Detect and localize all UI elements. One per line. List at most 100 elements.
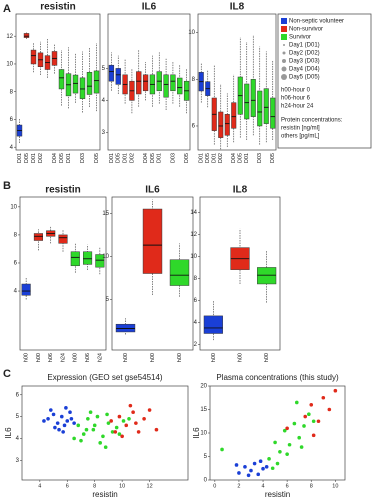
x-tick-label: D01: [212, 153, 218, 163]
legend-swatch: [281, 18, 287, 24]
y-tick-label: 4: [16, 436, 20, 442]
x-tick-label: 2: [237, 483, 240, 489]
legend-label: h06-hour 6: [281, 96, 311, 102]
y-tick-label: 4: [14, 289, 18, 295]
legend-swatch: [281, 34, 287, 40]
point: [64, 406, 68, 410]
point: [258, 459, 263, 464]
point: [287, 442, 292, 447]
point: [91, 427, 96, 432]
x-tick-label: h00: [24, 353, 30, 362]
legend-size-marker: [281, 66, 287, 72]
point: [101, 434, 105, 439]
legend-swatch: [281, 26, 287, 32]
point: [109, 419, 113, 423]
y-axis-label: IL6: [4, 427, 13, 439]
box: [231, 102, 237, 129]
box: [218, 111, 224, 138]
point: [285, 452, 289, 456]
point: [134, 421, 138, 425]
y-tick-label: 2: [194, 342, 198, 348]
legend-size-marker: [282, 59, 286, 63]
point: [234, 463, 239, 467]
y-tick-label: 0: [204, 478, 208, 484]
x-tick-label: 10: [332, 483, 338, 489]
point: [95, 414, 100, 419]
plot-frame: [199, 196, 281, 351]
box: [108, 64, 115, 82]
point: [307, 412, 311, 417]
point: [103, 445, 108, 450]
x-tick-label: D01: [17, 153, 23, 163]
box: [115, 68, 121, 85]
point: [92, 423, 97, 428]
legend-size-marker: [282, 51, 286, 55]
plot-frame: [15, 13, 101, 151]
point: [256, 472, 261, 477]
x-tick-label: h00: [150, 353, 156, 362]
x-tick-label: D01: [157, 153, 163, 163]
box: [136, 71, 142, 95]
point: [299, 445, 304, 449]
legend-label: Non-septic volunteer: [289, 19, 344, 25]
point: [65, 419, 70, 423]
point: [117, 414, 122, 419]
x-tick-label: 8: [310, 483, 313, 489]
point: [51, 412, 56, 417]
box: [263, 88, 269, 124]
y-tick-label: 10: [6, 62, 13, 68]
box: [33, 233, 43, 241]
y-tick-label: 3: [16, 458, 20, 464]
point: [273, 440, 277, 445]
box: [244, 83, 250, 120]
point: [333, 388, 338, 393]
x-tick-label: D03: [170, 153, 176, 163]
point: [106, 421, 111, 425]
box: [86, 72, 93, 95]
chart-title: IL6: [142, 2, 157, 13]
point: [309, 403, 314, 407]
point: [124, 423, 129, 428]
x-tick-label: D01: [109, 153, 115, 163]
y-tick-label: 5: [16, 414, 20, 420]
legend-note: Protein concentrations:: [281, 118, 343, 124]
x-tick-label: 10: [119, 483, 125, 489]
y-axis-label: IL6: [192, 427, 201, 439]
x-tick-label: D05: [59, 153, 65, 163]
chart-title: resistin: [40, 2, 76, 13]
x-tick-label: D05: [150, 153, 156, 163]
point: [311, 433, 316, 438]
legend-box: [277, 13, 372, 149]
chart-title: resistin: [45, 185, 81, 196]
legend-label: Day4 (D04): [289, 67, 320, 73]
x-tick-label: D04: [52, 153, 58, 163]
y-tick-label: 8: [192, 77, 196, 83]
y-tick-label: 4: [102, 98, 106, 104]
point: [76, 423, 81, 428]
x-tick-label: D05: [94, 153, 100, 163]
x-tick-label: D01: [244, 153, 250, 163]
point: [303, 414, 308, 419]
point: [88, 410, 93, 415]
point: [264, 465, 269, 469]
plot-frame: [107, 13, 191, 151]
x-axis-label: resistin: [92, 490, 117, 499]
point: [117, 432, 122, 436]
x-tick-label: D04: [143, 153, 149, 163]
y-tick-label: 12: [190, 232, 197, 238]
point: [302, 424, 306, 428]
y-tick-label: 8: [194, 276, 198, 282]
x-tick-label: D03: [257, 153, 263, 163]
x-tick-label: D05: [238, 153, 244, 163]
point: [81, 432, 86, 436]
y-tick-label: 6: [16, 392, 20, 398]
box: [21, 283, 31, 296]
x-tick-label: D02: [38, 153, 44, 163]
box: [70, 251, 80, 267]
x-tick-label: h00: [177, 353, 183, 362]
box: [83, 251, 93, 265]
legend-label: Day1 (D01): [289, 43, 320, 49]
point: [316, 419, 321, 424]
point: [105, 412, 109, 417]
